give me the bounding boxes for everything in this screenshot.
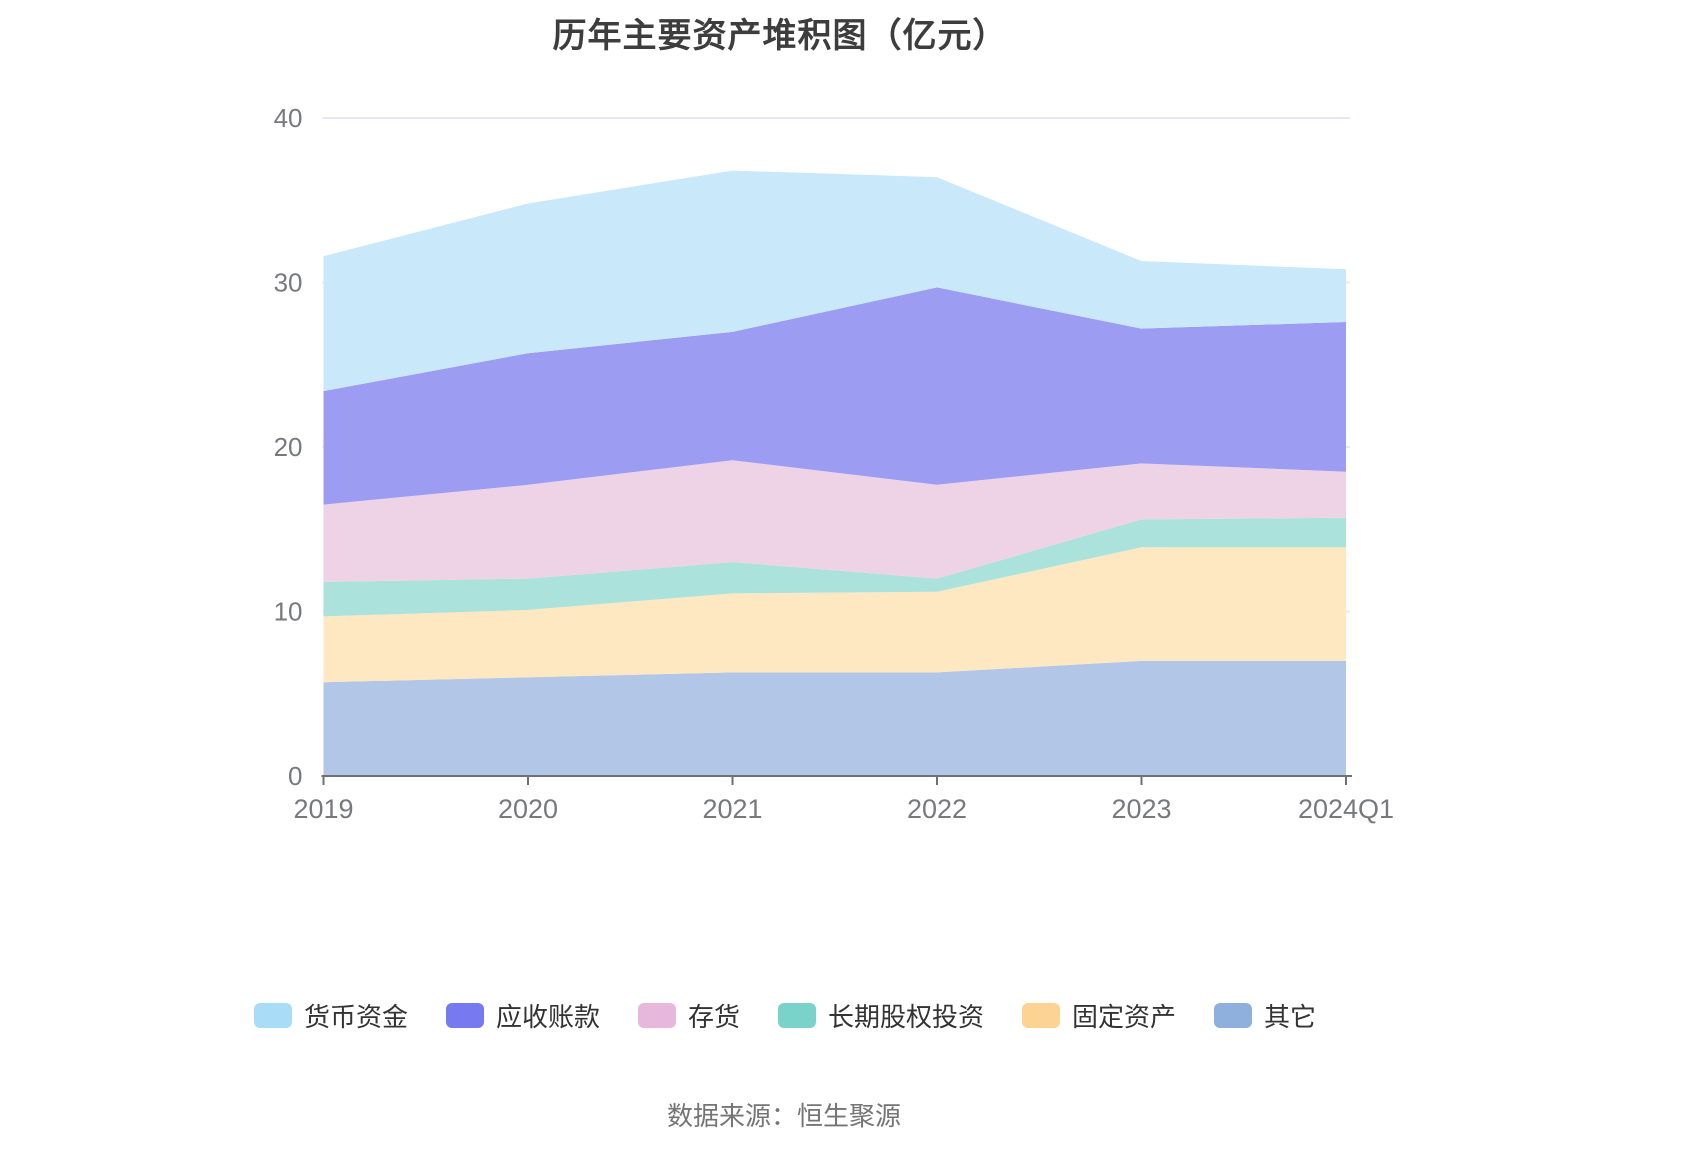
stacked-area-plot: 0 10 20 30 40 2019 2020 2021 2022 2023 2024Q1	[274, 103, 1394, 824]
chart-legend: 货币资金 应收账款 存货 长期股权投资 固定资产 其它	[0, 997, 1570, 1034]
legend-swatch-存货	[637, 1003, 676, 1028]
legend-label-应收账款: 应收账款	[495, 1002, 600, 1032]
legend-swatch-长期股权投资	[778, 1003, 816, 1028]
chart-title: 历年主要资产堆积图（亿元）	[552, 17, 1008, 55]
legend-label-其它: 其它	[1264, 1002, 1317, 1032]
y-axis-label-0: 0	[288, 761, 302, 791]
area-货币资金	[323, 170, 1346, 392]
legend-swatch-应收账款	[445, 1003, 484, 1028]
legend-swatch-其它	[1214, 1003, 1253, 1028]
area-固定资产	[323, 547, 1346, 683]
y-axis-label-20: 20	[274, 432, 303, 462]
legend-swatch-固定资产	[1022, 1003, 1061, 1028]
legend-label-长期股权投资: 长期股权投资	[828, 1002, 985, 1032]
legend-item-应收账款[interactable]: 应收账款	[445, 997, 600, 1034]
area-存货	[323, 460, 1346, 582]
area-其它	[323, 660, 1346, 776]
legend-label-货币资金: 货币资金	[303, 1002, 408, 1032]
y-axis-label-40: 40	[274, 103, 303, 133]
x-axis-label-2021: 2021	[702, 794, 762, 824]
legend-item-其它[interactable]: 其它	[1214, 997, 1316, 1034]
legend-item-固定资产[interactable]: 固定资产	[1022, 997, 1176, 1034]
x-axis-label-2019: 2019	[293, 794, 353, 824]
area-应收账款	[323, 287, 1346, 505]
legend-label-存货: 存货	[687, 1002, 740, 1032]
legend-item-存货[interactable]: 存货	[637, 997, 740, 1034]
x-axis-label-2020: 2020	[498, 794, 558, 824]
legend-label-固定资产: 固定资产	[1072, 1002, 1177, 1032]
x-axis-label-2023: 2023	[1111, 794, 1171, 824]
legend-swatch-货币资金	[253, 1003, 292, 1028]
x-axis-label-2022: 2022	[907, 794, 967, 824]
x-axis-label-2024Q1: 2024Q1	[1298, 794, 1394, 824]
y-axis-label-30: 30	[274, 268, 303, 298]
legend-item-货币资金[interactable]: 货币资金	[253, 997, 408, 1034]
area-长期股权投资	[323, 517, 1346, 617]
legend-item-长期股权投资[interactable]: 长期股权投资	[778, 997, 984, 1034]
data-source-note: 数据来源：恒生聚源	[666, 1101, 901, 1131]
y-axis-label-10: 10	[274, 597, 303, 627]
